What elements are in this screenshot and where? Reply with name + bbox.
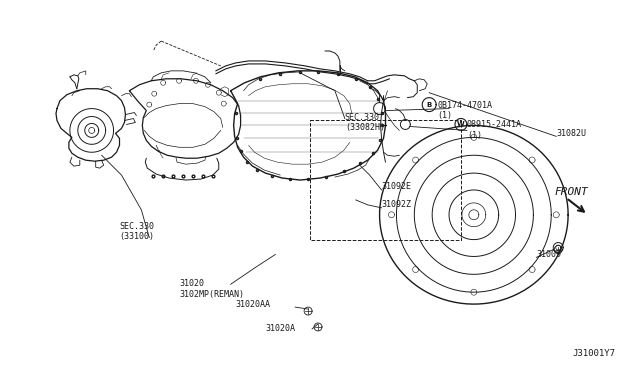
Bar	[310, 121, 461, 240]
Text: 31092E: 31092E	[381, 182, 412, 190]
Text: 31092Z: 31092Z	[381, 201, 412, 209]
Text: 31009: 31009	[536, 250, 561, 259]
Text: FRONT: FRONT	[554, 187, 588, 197]
Text: 31020
3102MP(REMAN): 31020 3102MP(REMAN)	[179, 279, 244, 299]
Text: SEC.330
(33082H): SEC.330 (33082H)	[345, 113, 385, 132]
Text: J31001Y7: J31001Y7	[573, 349, 616, 358]
Text: W: W	[457, 122, 465, 128]
Text: 08915-2441A
(1): 08915-2441A (1)	[467, 121, 522, 140]
Text: 31020AA: 31020AA	[236, 299, 271, 309]
Text: SEC.330
(33100): SEC.330 (33100)	[120, 222, 154, 241]
Text: B: B	[426, 102, 432, 108]
Text: 31082U: 31082U	[556, 129, 586, 138]
Text: 31020A: 31020A	[266, 324, 296, 333]
Text: 0B174-4701A
(1): 0B174-4701A (1)	[437, 101, 492, 120]
